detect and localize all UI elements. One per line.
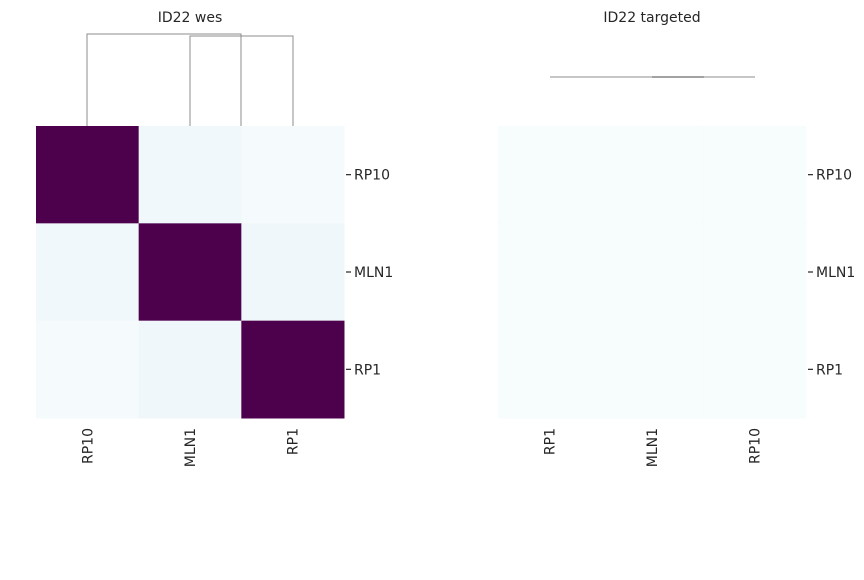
dendrogram-link	[86, 33, 242, 126]
column-label: MLN1	[183, 428, 199, 467]
column-label: RP1	[542, 428, 558, 455]
heatmap-cell	[703, 320, 807, 419]
column-label: RP1	[286, 428, 302, 455]
column-label: MLN1	[645, 428, 661, 467]
chart-title: ID22 wes	[158, 10, 223, 26]
column-label: RP10	[80, 428, 96, 464]
heatmap-panel-1: ID22 wes RP10 MLN1 RP1 RP10 MLN1 RP1	[36, 10, 393, 467]
heatmap-cell	[36, 223, 140, 322]
heatmap-cell	[600, 126, 704, 224]
heatmap-cell	[498, 223, 602, 322]
column-label: RP10	[748, 428, 764, 464]
heatmap-cell	[703, 223, 807, 322]
heatmap-panel-2: ID22 targeted RP10 MLN1 RP1 RP1 MLN1 RP10	[498, 10, 855, 467]
heatmap-cell	[498, 126, 602, 224]
heatmap-cell	[36, 126, 140, 224]
row-label: RP10	[816, 168, 852, 184]
heatmap-cell	[138, 223, 242, 322]
heatmap-cell	[241, 223, 345, 322]
row-label: RP1	[816, 362, 843, 378]
row-label: MLN1	[354, 265, 393, 281]
dendrogram-link	[189, 35, 294, 126]
heatmap-cell	[138, 126, 242, 224]
heatmap-cell	[498, 320, 602, 419]
heatmap-cell	[703, 126, 807, 224]
heatmap-cell	[241, 320, 345, 419]
heatmap-cell	[600, 320, 704, 419]
row-label: RP10	[354, 168, 390, 184]
row-label: RP1	[354, 362, 381, 378]
heatmap-cell	[241, 126, 345, 224]
chart-title: ID22 targeted	[603, 10, 700, 26]
heatmap-cell	[36, 320, 140, 419]
heatmap-cell	[138, 320, 242, 419]
row-label: MLN1	[816, 265, 855, 281]
heatmap-cell	[600, 223, 704, 322]
